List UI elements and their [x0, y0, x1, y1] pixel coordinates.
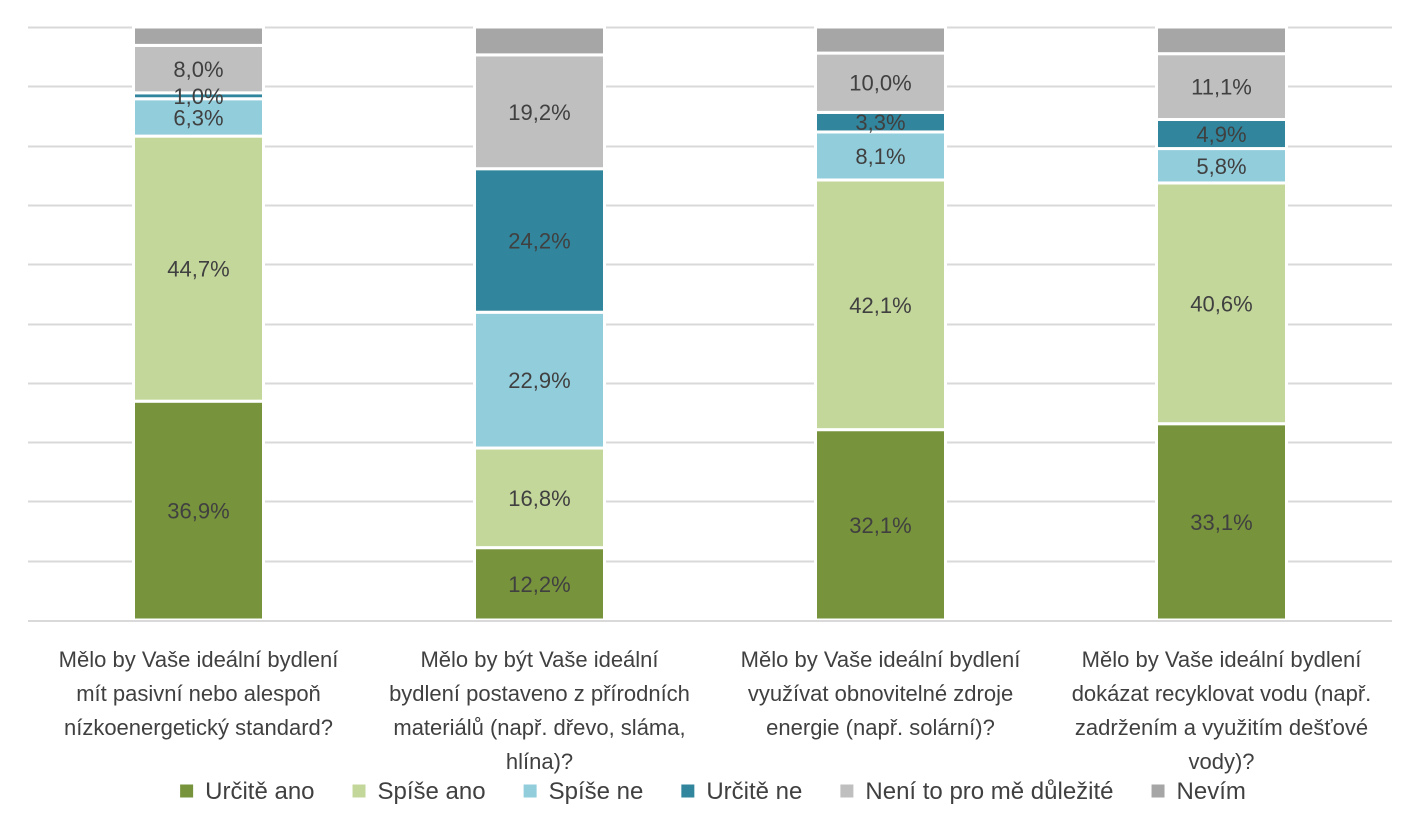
- category-labels: Mělo by Vaše ideální bydlení mít pasivní …: [59, 647, 1372, 774]
- data-label: 32,1%: [849, 513, 911, 538]
- category-label-line: hlína)?: [506, 749, 573, 774]
- data-label: 24,2%: [508, 228, 570, 253]
- category-label-line: Mělo by Vaše ideální bydlení: [741, 647, 1021, 672]
- category-label-line: Mělo by Vaše ideální bydlení: [1082, 647, 1362, 672]
- bar-segment: [473, 167, 606, 314]
- legend-swatch: [840, 784, 854, 798]
- data-label: 16,8%: [508, 486, 570, 511]
- legend-label: Spíše ne: [549, 778, 644, 805]
- bar-segment: [473, 25, 606, 57]
- data-label: 22,9%: [508, 368, 570, 393]
- category-label-line: zadržením a využitím dešťové: [1075, 715, 1368, 740]
- category-label: Mělo by být Vaše ideální bydlení postaven…: [389, 647, 690, 774]
- category-label-line: Mělo by být Vaše ideální: [420, 647, 658, 672]
- legend-swatch: [523, 784, 537, 798]
- bar-segment: [132, 25, 265, 47]
- category-label-line: dokázat recyklovat vodu (např.: [1072, 681, 1372, 706]
- category-label-line: materiálů (např. dřevo, sláma,: [393, 715, 685, 740]
- legend-label: Určitě ne: [706, 778, 802, 805]
- category-label-line: Mělo by Vaše ideální bydlení: [59, 647, 339, 672]
- bar-segment: [1155, 422, 1288, 622]
- category-label-line: vody)?: [1188, 749, 1254, 774]
- data-label: 42,1%: [849, 293, 911, 318]
- category-label: Mělo by Vaše ideální bydlení mít pasivní …: [59, 647, 339, 740]
- data-label: 19,2%: [508, 100, 570, 125]
- data-label: 8,0%: [173, 57, 223, 82]
- bar-segment: [132, 134, 265, 403]
- data-labels: 36,9% 44,7% 6,3%1,0%8,0% 12,2% 16,8% 22,9% 24,…: [167, 57, 1252, 597]
- data-label: 33,1%: [1190, 510, 1252, 535]
- legend-label: Není to pro mě důležité: [865, 778, 1113, 805]
- data-label: 4,9%: [1196, 122, 1246, 147]
- data-label: 3,3%: [855, 110, 905, 135]
- bar-segment: [814, 178, 947, 432]
- data-label: 11,1%: [1191, 75, 1252, 100]
- data-label: 12,2%: [508, 572, 570, 597]
- data-label: 40,6%: [1190, 291, 1252, 316]
- bar-segment: [473, 546, 606, 622]
- category-label-line: mít pasivní nebo alespoň: [76, 681, 321, 706]
- category-label-line: bydlení postaveno z přírodních: [389, 681, 690, 706]
- data-label: 8,1%: [855, 144, 905, 169]
- bar-segment: [1155, 25, 1288, 56]
- legend-swatch: [180, 784, 194, 798]
- bar-segment: [1155, 118, 1288, 151]
- bar-segment: [473, 53, 606, 171]
- data-label: 1,0%: [173, 84, 223, 109]
- data-label: 5,8%: [1196, 154, 1246, 179]
- bar-segment: [132, 43, 265, 95]
- data-label: 44,7%: [167, 257, 229, 282]
- bar-segment: [1155, 147, 1288, 185]
- legend-label: Nevím: [1177, 778, 1246, 805]
- bar-segment: [132, 97, 265, 138]
- category-label-line: využívat obnovitelné zdroje: [748, 681, 1013, 706]
- bars: [132, 25, 1288, 622]
- bar-segment: [814, 130, 947, 182]
- category-label: Mělo by Vaše ideální bydlení dokázat recy…: [1072, 647, 1372, 774]
- data-label: 6,3%: [173, 105, 223, 130]
- legend-swatch: [1151, 784, 1165, 798]
- legend-label: Spíše ano: [378, 778, 486, 805]
- legend-label: Určitě ano: [205, 778, 314, 805]
- category-label-line: energie (např. solární)?: [766, 715, 995, 740]
- bar-segment: [1155, 52, 1288, 122]
- bar-segment: [1155, 181, 1288, 426]
- bar-segment: [473, 446, 606, 550]
- legend-swatch: [681, 784, 695, 798]
- bar-segment: [814, 428, 947, 622]
- legend: Určitě ano Spíše ano Spíše ne Určitě ne Není…: [180, 778, 1246, 805]
- data-label: 36,9%: [167, 499, 229, 524]
- data-label: 10,0%: [849, 71, 911, 96]
- category-label: Mělo by Vaše ideální bydlení využívat obn…: [741, 647, 1021, 740]
- bar-segment: [814, 25, 947, 55]
- legend-swatch: [352, 784, 366, 798]
- category-label-line: nízkoenergetický standard?: [64, 715, 333, 740]
